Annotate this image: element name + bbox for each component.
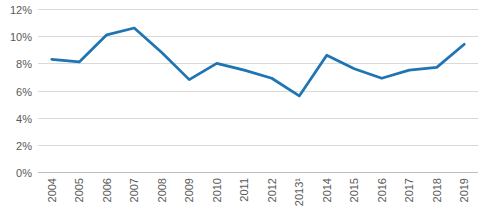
plot-area	[52, 28, 465, 96]
x-tick-label: 2008	[156, 178, 168, 202]
x-tick-label: 2016	[376, 178, 388, 202]
x-tick-label: 2013¹	[293, 178, 305, 206]
x-tick-label: 2005	[73, 178, 85, 202]
grid-line	[38, 145, 478, 146]
y-tick-label: 0%	[16, 167, 32, 179]
chart-svg: 0% 2% 4% 6% 8% 10% 12% 2004 2005 2006 2007 2008 2009…	[0, 0, 487, 219]
x-tick-label: 2014	[321, 178, 333, 202]
chart-container: 0% 2% 4% 6% 8% 10% 12% 2004 2005 2006 2007 2008 2009…	[0, 0, 487, 219]
x-tick-label: 2009	[183, 178, 195, 202]
x-tick-label: 2010	[211, 178, 223, 202]
x-tick-label: 2012	[266, 178, 278, 202]
y-tick-label: 2%	[16, 140, 32, 152]
grid-line	[38, 118, 478, 119]
y-grid	[38, 10, 478, 173]
y-tick-label: 10%	[10, 31, 32, 43]
x-tick-label: 2015	[348, 178, 360, 202]
y-tick-label: 12%	[10, 4, 32, 16]
y-tick-label: 8%	[16, 58, 32, 70]
y-tick-label: 4%	[16, 113, 32, 125]
grid-line	[38, 9, 478, 10]
data-line	[52, 28, 465, 96]
x-tick-label: 2011	[238, 178, 250, 202]
grid-line	[38, 91, 478, 92]
x-tick-label: 2019	[458, 178, 470, 202]
grid-line	[38, 172, 478, 173]
x-tick-label: 2004	[46, 178, 58, 202]
grid-line	[38, 63, 478, 64]
x-tick-label: 2007	[128, 178, 140, 202]
x-tick-label: 2017	[403, 178, 415, 202]
x-tick-label: 2018	[431, 178, 443, 202]
x-tick-label: 2006	[101, 178, 113, 202]
y-tick-label: 6%	[16, 86, 32, 98]
